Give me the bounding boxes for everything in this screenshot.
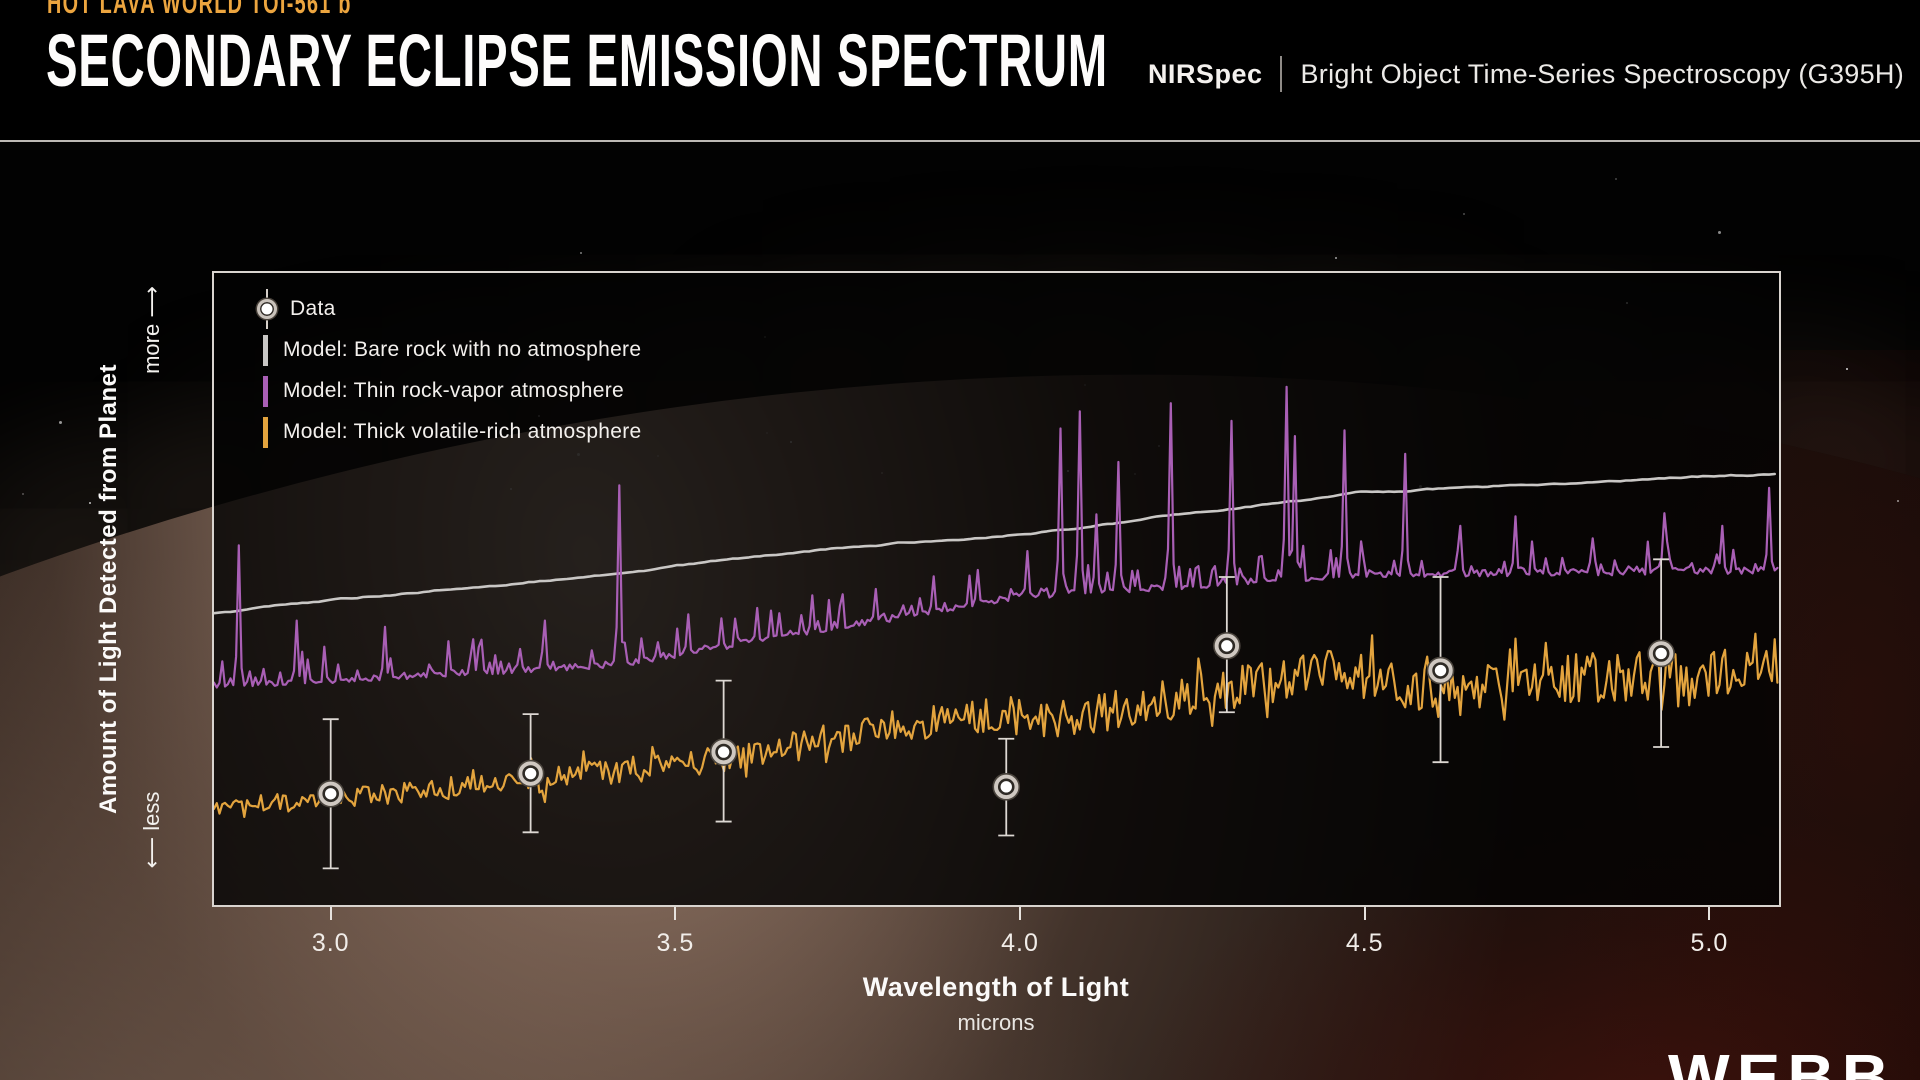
- x-axis-title: Wavelength of Light: [862, 972, 1130, 1002]
- data-point: [516, 713, 545, 834]
- more-label: more: [139, 323, 164, 374]
- x-axis-ticks: 3.0 3.5 4.0 4.5 5.0: [214, 907, 1779, 977]
- data-point: [992, 737, 1021, 837]
- rock-vapor-model-line: [214, 385, 1779, 689]
- data-point-icon: [254, 289, 280, 329]
- x-axis-unit: microns: [957, 1010, 1035, 1035]
- instrument-info: NIRSpec Bright Object Time-Series Spectr…: [1148, 56, 1904, 92]
- data-point: [1426, 576, 1455, 764]
- x-tick-mark: [1019, 907, 1022, 920]
- planet-name-eyebrow: HOT LAVA WORLD TOI-561 b: [47, 0, 352, 20]
- legend-label-data: Data: [290, 297, 336, 320]
- webb-logo: WEBB: [1668, 1041, 1897, 1080]
- chart-legend: Data Model: Bare rock with no atmosphere…: [254, 289, 642, 457]
- x-tick-label: 3.0: [311, 929, 350, 957]
- x-tick-label: 3.5: [656, 929, 695, 957]
- bare-rock-model-line: [214, 472, 1776, 615]
- star-speck: [1335, 256, 1338, 259]
- data-point: [1647, 558, 1675, 748]
- down-arrow-icon: ⟵: [140, 836, 165, 869]
- legend-row-bare-rock: Model: Bare rock with no atmosphere: [254, 334, 642, 366]
- x-tick-mark: [674, 907, 677, 920]
- star-speck: [1615, 178, 1618, 181]
- star-speck: [89, 502, 92, 505]
- spectrum-chart-svg: [214, 385, 1779, 870]
- x-tick-label: 5.0: [1690, 929, 1729, 957]
- less-label: less: [139, 791, 164, 831]
- star-speck: [1717, 230, 1721, 234]
- data-point: [316, 718, 345, 870]
- legend-row-volatile: Model: Thick volatile-rich atmosphere: [254, 416, 642, 448]
- up-arrow-icon: ⟶: [140, 286, 165, 318]
- x-tick-mark: [329, 907, 332, 920]
- volatile-model-line: [214, 632, 1779, 818]
- star-speck: [59, 421, 63, 425]
- x-tick-label: 4.0: [1001, 929, 1039, 957]
- y-axis-less-label: ⟵ less: [139, 792, 165, 869]
- y-axis-more-label: more ⟶: [139, 286, 165, 374]
- star-speck: [1846, 367, 1849, 370]
- observation-mode: Bright Object Time-Series Spectroscopy (…: [1300, 58, 1904, 89]
- data-point: [1213, 576, 1241, 714]
- header-bar: HOT LAVA WORLD TOI-561 b SECONDARY ECLIP…: [0, 0, 1920, 142]
- legend-row-rock-vapor: Model: Thin rock-vapor atmosphere: [254, 375, 642, 407]
- star-speck: [1463, 212, 1466, 215]
- y-axis-title: Amount of Light Detected from Planet: [95, 364, 122, 814]
- legend-row-data: Data: [254, 289, 642, 329]
- star-speck: [22, 493, 25, 496]
- x-tick-label: 4.5: [1345, 929, 1384, 957]
- spectrum-plot: Data Model: Bare rock with no atmosphere…: [212, 271, 1781, 907]
- bare-rock-swatch-icon: [263, 334, 268, 366]
- legend-label-rock-vapor: Model: Thin rock-vapor atmosphere: [283, 379, 624, 402]
- legend-label-bare-rock: Model: Bare rock with no atmosphere: [283, 338, 642, 361]
- data-point: [709, 679, 738, 823]
- x-tick-mark: [1363, 907, 1366, 920]
- x-tick-mark: [1708, 907, 1711, 920]
- header-divider: [1280, 56, 1283, 92]
- instrument-name: NIRSpec: [1147, 58, 1263, 89]
- star-speck: [579, 251, 582, 254]
- page-title: SECONDARY ECLIPSE EMISSION SPECTRUM: [46, 19, 1108, 102]
- rock-vapor-swatch-icon: [263, 375, 268, 407]
- star-speck: [1896, 499, 1899, 502]
- volatile-swatch-icon: [263, 416, 268, 448]
- legend-label-volatile: Model: Thick volatile-rich atmosphere: [283, 420, 642, 443]
